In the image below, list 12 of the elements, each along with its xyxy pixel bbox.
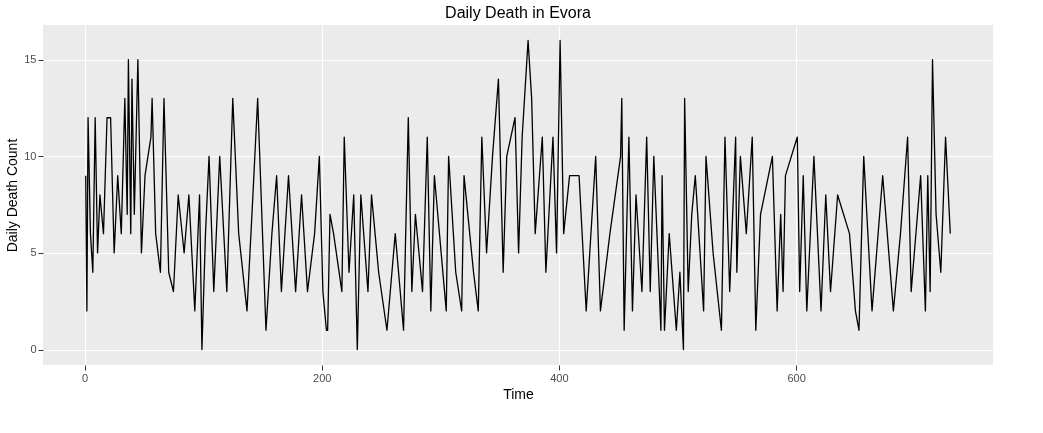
x-axis-title: Time	[503, 385, 535, 402]
chart-title: Daily Death in Evora	[445, 4, 592, 21]
y-tick-label: 0	[30, 343, 37, 356]
y-axis-title: Daily Death Count	[4, 138, 21, 253]
y-tick-label: 15	[24, 53, 37, 66]
x-tick-label: 600	[787, 371, 806, 384]
x-tick-label: 200	[313, 371, 332, 384]
x-tick-label: 0	[81, 371, 89, 384]
y-tick-label: 10	[24, 149, 37, 162]
x-tick-label: 400	[550, 371, 569, 384]
line-series	[85, 39, 951, 351]
y-tick-label: 5	[30, 246, 37, 259]
